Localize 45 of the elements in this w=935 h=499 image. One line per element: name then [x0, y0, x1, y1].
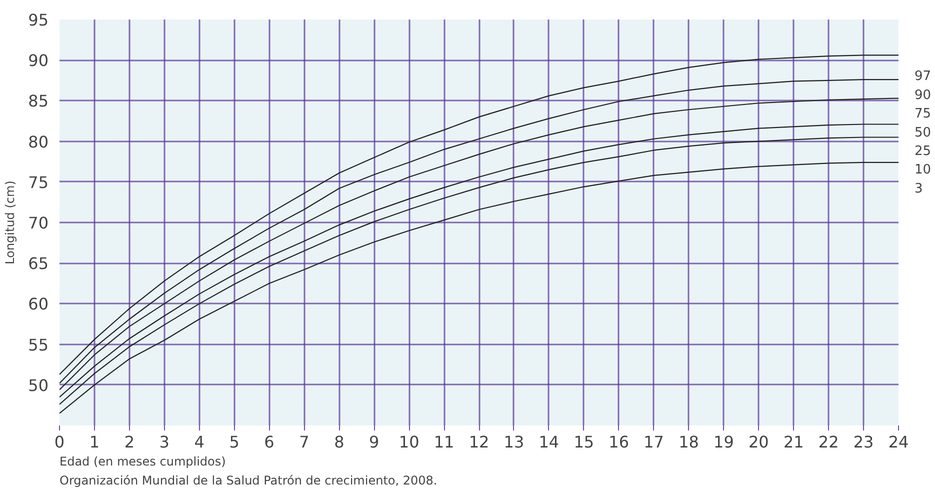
x-tick-label: 15	[574, 432, 594, 452]
y-tick-label: 70	[28, 214, 48, 232]
y-tick-label: 65	[28, 254, 48, 274]
x-tick-label: 12	[468, 432, 490, 452]
legend-label: 75	[914, 106, 932, 122]
x-tick-label: 9	[369, 432, 380, 452]
x-axis-title: Edad (en meses cumplidos)	[60, 454, 226, 468]
x-tick-label: 0	[54, 432, 65, 452]
x-tick-label: 1	[89, 432, 100, 452]
y-tick-label: 80	[28, 132, 48, 152]
y-tick-label: 90	[28, 51, 48, 70]
series-label: 25	[914, 144, 932, 160]
x-tick-label: 11	[434, 432, 454, 452]
text: Organización Mundial de la Salud Patrón de crecimiento, 2008.	[60, 474, 438, 488]
x-tick-label: 23	[853, 432, 874, 452]
x-tick-label: 22	[818, 432, 839, 452]
y-tick-label: 55	[28, 335, 48, 354]
x-tick-label: 3	[159, 432, 170, 452]
x-tick-label: 18	[678, 432, 699, 452]
y-tick-label: 95	[28, 10, 48, 30]
series-label: 97	[914, 69, 932, 84]
x-tick-label: 8	[334, 432, 344, 452]
x-tick-label: 19	[714, 432, 734, 452]
x-tick-label: 2	[124, 432, 135, 452]
x-tick-label: 24	[888, 432, 909, 452]
x-tick-label: 16	[608, 432, 630, 452]
x-tick-label: 6	[264, 432, 274, 452]
x-tick-label: 7	[299, 432, 310, 452]
x-tick-label: 10	[398, 432, 420, 452]
x-tick-label: 21	[783, 432, 804, 452]
y-tick-label: 75	[28, 172, 48, 192]
text: 10	[914, 162, 932, 178]
x-tick-label: 17	[644, 432, 664, 452]
y-axis-title: Longitud (cm)	[3, 180, 18, 264]
x-tick-label: 4	[194, 432, 204, 452]
y-tick-label: 60	[28, 294, 48, 314]
x-tick-label: 14	[538, 432, 560, 452]
x-tick-label: 13	[504, 432, 524, 452]
series-label: 90	[914, 88, 932, 103]
y-tick-label: 50	[28, 376, 48, 395]
x-tick-label: 20	[748, 432, 769, 452]
x-tick-label: 5	[229, 432, 240, 452]
text: 50	[914, 125, 932, 140]
y-tick-label: 85	[28, 92, 48, 111]
series-label: 3	[914, 181, 923, 196]
